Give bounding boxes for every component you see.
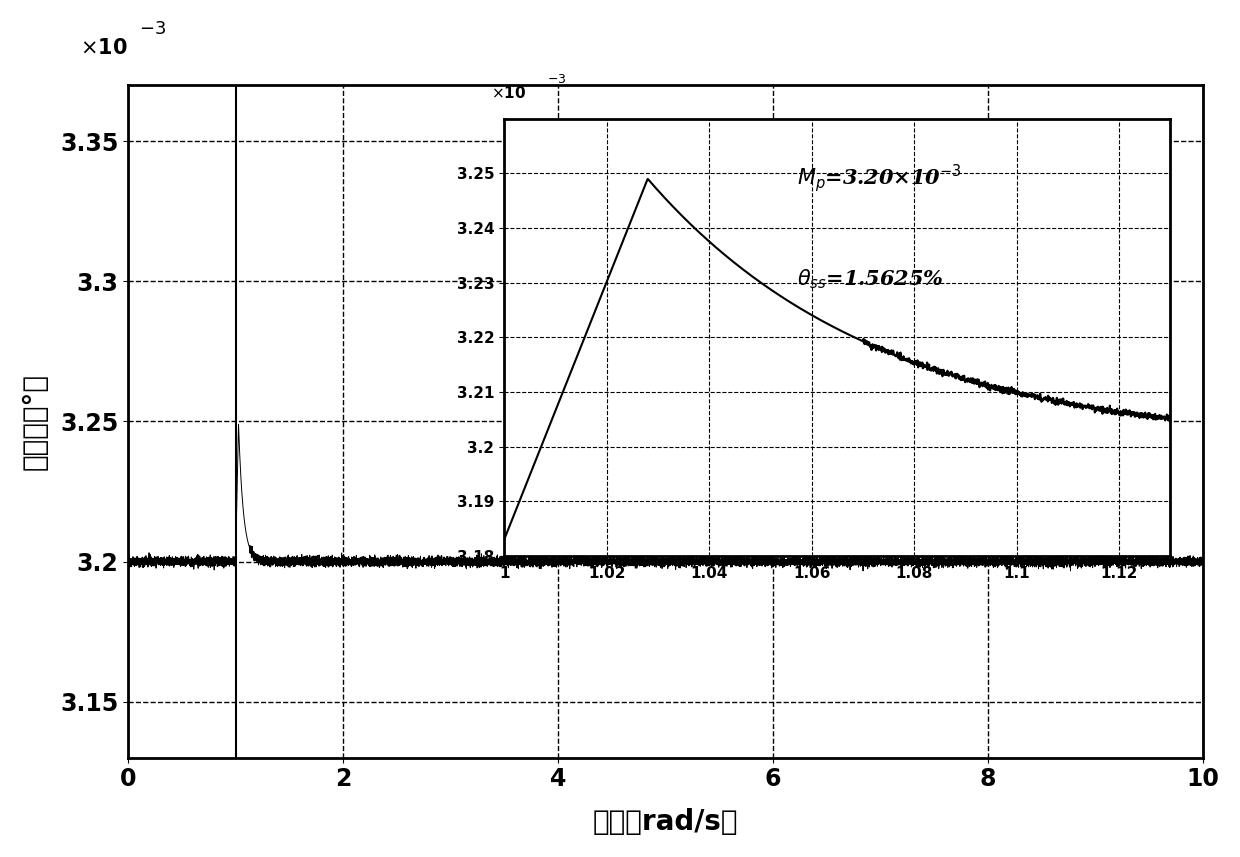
Text: $\times$10: $\times$10	[79, 38, 128, 58]
Y-axis label: 角位移（°）: 角位移（°）	[21, 373, 48, 470]
X-axis label: 时间（rad/s）: 时间（rad/s）	[593, 808, 738, 836]
Text: $-3$: $-3$	[139, 20, 166, 38]
